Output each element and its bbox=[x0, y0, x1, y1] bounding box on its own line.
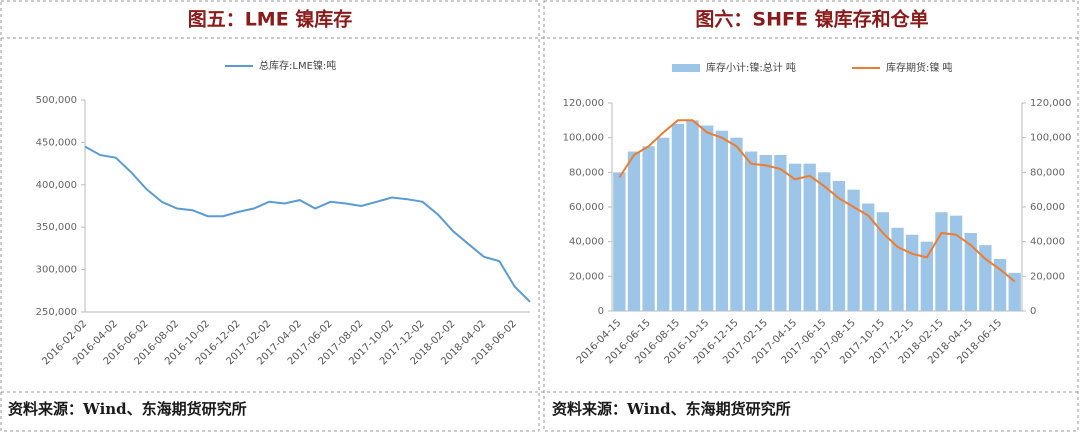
y2-tick-label: 120,000 bbox=[1030, 98, 1071, 109]
bar bbox=[935, 212, 948, 311]
bar bbox=[949, 215, 963, 311]
bar bbox=[715, 130, 728, 311]
bar bbox=[642, 146, 655, 311]
legend-label: 库存小计:镍:总计 吨 bbox=[706, 61, 796, 74]
bar bbox=[613, 172, 626, 311]
y2-tick-label: 100,000 bbox=[1030, 133, 1071, 144]
legend-label: 总库存:LME镍:吨 bbox=[259, 59, 336, 72]
y-tick-label: 350,000 bbox=[36, 222, 77, 233]
bar bbox=[1008, 272, 1021, 311]
y-tick-label: 60,000 bbox=[569, 202, 604, 213]
series-line bbox=[618, 119, 1016, 283]
y-tick-label: 250,000 bbox=[36, 307, 77, 318]
bar bbox=[832, 181, 846, 311]
series-line bbox=[84, 145, 531, 303]
bar bbox=[759, 155, 772, 311]
legend-label: 库存期货:镍 吨 bbox=[886, 61, 953, 74]
y2-tick-label: 40,000 bbox=[1030, 237, 1065, 248]
bar bbox=[774, 155, 787, 311]
bar bbox=[891, 227, 904, 311]
bar bbox=[730, 137, 743, 311]
panel-border bbox=[543, 0, 1079, 432]
source-note: 资料来源：Wind、东海期货研究所 bbox=[552, 400, 791, 418]
y2-tick-label: 20,000 bbox=[1030, 271, 1065, 282]
y-tick-label: 0 bbox=[598, 306, 604, 317]
y2-tick-label: 0 bbox=[1030, 306, 1036, 317]
bar bbox=[920, 241, 933, 311]
bar bbox=[862, 203, 875, 311]
chart-title: 图六：SHFE 镍库存和仓单 bbox=[695, 8, 928, 31]
legend-swatch bbox=[672, 64, 700, 72]
y-tick-label: 120,000 bbox=[563, 98, 604, 109]
bar bbox=[803, 163, 816, 311]
bar bbox=[744, 151, 758, 311]
bar bbox=[657, 137, 670, 311]
bar bbox=[788, 163, 802, 311]
bar bbox=[627, 151, 641, 311]
bar bbox=[906, 234, 919, 311]
y-tick-label: 400,000 bbox=[36, 180, 77, 191]
y-tick-label: 300,000 bbox=[36, 265, 77, 276]
y-tick-label: 100,000 bbox=[563, 133, 604, 144]
bar bbox=[701, 125, 714, 312]
bar bbox=[847, 189, 860, 311]
y-tick-label: 20,000 bbox=[569, 271, 604, 282]
y-tick-label: 80,000 bbox=[569, 167, 604, 178]
bar bbox=[686, 120, 699, 311]
y-tick-label: 450,000 bbox=[36, 137, 77, 148]
y2-tick-label: 80,000 bbox=[1030, 167, 1065, 178]
y-tick-label: 40,000 bbox=[569, 237, 604, 248]
panel-border bbox=[0, 0, 540, 432]
bar bbox=[964, 233, 977, 311]
bar bbox=[671, 123, 685, 311]
bar bbox=[818, 172, 831, 311]
y-tick-label: 500,000 bbox=[36, 95, 77, 106]
chart-title: 图五：LME 镍库存 bbox=[188, 8, 353, 31]
source-note: 资料来源：Wind、东海期货研究所 bbox=[8, 400, 247, 418]
y2-tick-label: 60,000 bbox=[1030, 202, 1065, 213]
